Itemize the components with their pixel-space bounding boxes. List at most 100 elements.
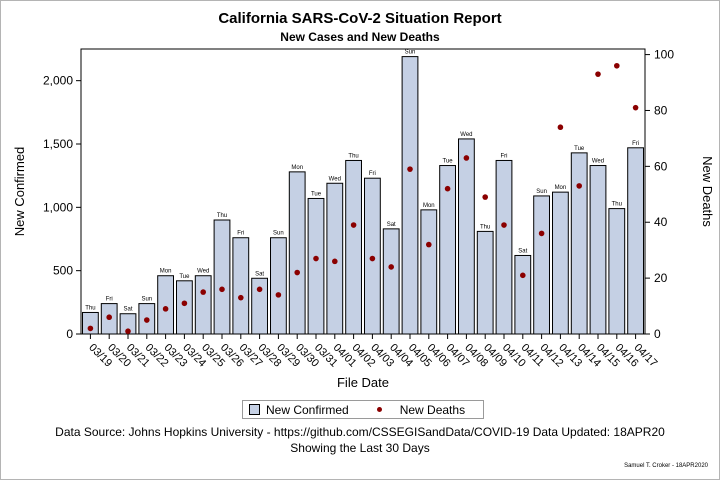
chart-title: California SARS-CoV-2 Situation Report: [218, 10, 502, 27]
plot-frame: [80, 48, 646, 335]
bar: [194, 275, 212, 335]
chart-subtitle: New Cases and New Deaths: [280, 30, 440, 44]
bar-day-label: Mon: [160, 269, 172, 275]
bar-day-label: Tue: [574, 146, 585, 152]
death-point: [219, 286, 225, 293]
bar: [213, 219, 231, 335]
bar: [627, 147, 644, 335]
bar: [552, 191, 569, 335]
death-point: [538, 230, 545, 237]
author-credit: Samuel T. Croker - 18APR2020: [624, 463, 708, 469]
bar: [288, 171, 306, 335]
y2-tick-label: 80: [654, 103, 668, 117]
y-tick-label: 1,500: [43, 137, 73, 151]
legend-label-new-deaths: New Deaths: [399, 402, 466, 417]
bar-day-label: Thu: [217, 213, 227, 219]
legend-label-new-confirmed: New Confirmed: [266, 402, 349, 417]
bar-day-label: Thu: [348, 153, 358, 159]
bar-day-label: Sun: [536, 189, 547, 195]
y-axis-label: New Confirmed: [12, 147, 27, 237]
bar: [307, 197, 325, 335]
bar: [232, 237, 250, 335]
bar-day-label: Fri: [237, 231, 244, 237]
y2-tick-label: 100: [654, 48, 674, 62]
death-point: [144, 317, 150, 323]
death-point: [614, 62, 620, 69]
bar-day-label: Thu: [85, 305, 95, 311]
death-point: [275, 292, 282, 298]
death-point: [501, 222, 507, 228]
death-point: [407, 166, 413, 172]
bar-day-label: Sat: [123, 307, 132, 313]
death-point: [520, 272, 526, 279]
bar-day-label: Tue: [179, 274, 190, 280]
bar: [589, 165, 607, 335]
bar-day-label: Mon: [423, 203, 435, 209]
bar-day-label: Sat: [255, 271, 264, 277]
death-point: [106, 314, 112, 321]
y-tick-label: 500: [53, 264, 73, 278]
death-point: [369, 255, 376, 262]
bar-day-label: Wed: [197, 269, 209, 275]
death-point: [87, 325, 94, 332]
bar-day-label: Fri: [632, 141, 639, 147]
death-point: [294, 269, 301, 276]
death-point: [463, 155, 470, 161]
bar-day-label: Fri: [501, 153, 508, 159]
death-point: [332, 258, 338, 265]
death-point: [125, 328, 131, 335]
data-source-note: Data Source: Johns Hopkins University - …: [55, 425, 665, 439]
bar: [345, 159, 362, 335]
bar: [476, 230, 494, 335]
x-axis-label: File Date: [337, 375, 389, 390]
legend-item-new-confirmed: New Confirmed: [243, 403, 349, 417]
bar-day-label: Tue: [443, 159, 454, 165]
bar-day-label: Tue: [311, 191, 322, 197]
y-tick-label: 1,000: [43, 200, 73, 214]
bar-day-label: Wed: [592, 159, 604, 165]
death-point: [632, 104, 639, 111]
y2-tick-label: 20: [654, 271, 668, 285]
bar-day-label: Sun: [141, 297, 152, 303]
y2-tick-label: 0: [654, 327, 661, 341]
bar: [176, 280, 193, 335]
death-point: [426, 241, 432, 248]
death-point: [576, 183, 582, 189]
bar-day-label: Wed: [460, 132, 472, 138]
death-point: [313, 255, 319, 262]
death-point: [162, 306, 169, 312]
bar-day-label: Sat: [518, 248, 527, 254]
bar: [458, 138, 475, 335]
death-point: [200, 289, 206, 295]
bar-day-label: Fri: [106, 297, 113, 303]
legend-item-new-deaths: New Deaths: [349, 403, 465, 417]
death-point: [595, 71, 601, 77]
y2-tick-label: 60: [654, 159, 668, 173]
death-point: [444, 185, 451, 192]
y2-tick-label: 40: [654, 215, 668, 229]
bar-day-label: Sat: [387, 222, 396, 228]
bar-day-label: Sun: [405, 50, 416, 56]
bar: [533, 195, 550, 335]
death-point: [557, 124, 564, 131]
bar: [157, 275, 174, 335]
bar-day-label: Thu: [480, 224, 490, 230]
bar: [608, 208, 626, 335]
bar-day-label: Mon: [291, 165, 303, 171]
death-point: [350, 222, 357, 228]
bar-day-label: Mon: [555, 185, 567, 191]
legend-dot-icon: [376, 407, 382, 412]
bar: [570, 152, 588, 335]
bar-day-label: Wed: [329, 176, 341, 182]
death-point: [388, 264, 395, 270]
bar-day-label: Sun: [273, 231, 284, 237]
bar: [420, 209, 438, 335]
death-point: [181, 300, 188, 307]
legend-bar-swatch-icon: [249, 404, 260, 415]
bar: [401, 56, 419, 335]
bar: [270, 237, 287, 335]
bar: [514, 254, 532, 335]
death-point: [482, 194, 489, 200]
bar: [495, 159, 513, 335]
